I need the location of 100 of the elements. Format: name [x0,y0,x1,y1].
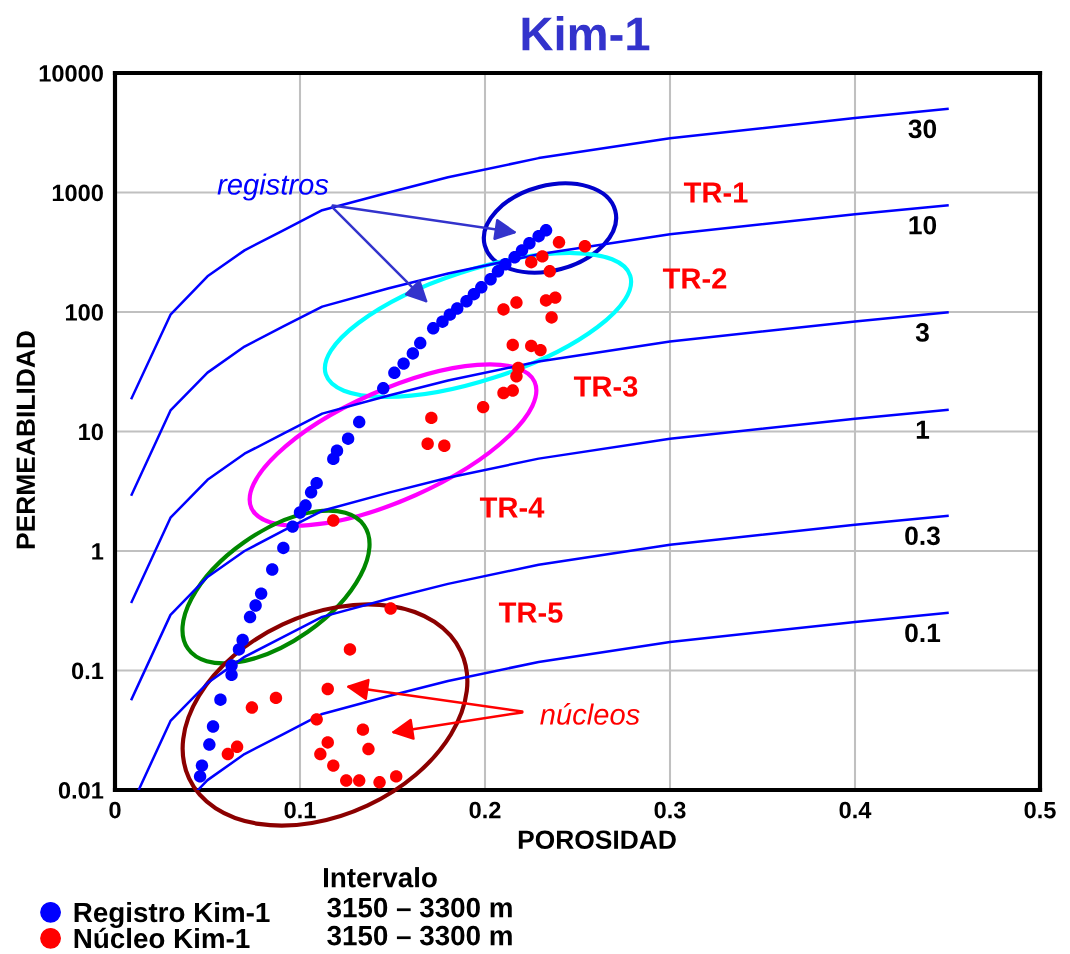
line-series [130,408,949,701]
point [532,229,545,243]
point [425,411,438,425]
point [476,400,490,414]
point [310,713,323,726]
line-series [130,204,949,496]
point [321,736,334,749]
x-tick-label: 0.4 [839,801,872,819]
point [536,250,549,263]
point [484,273,497,286]
point [343,643,357,656]
text: Intervalo [323,867,437,888]
series-label: 0.1 [905,623,941,643]
point [525,256,538,269]
point [388,366,401,379]
point [397,357,410,370]
point [230,740,244,753]
x-tick-label: 0.5 [1024,801,1056,819]
point [293,506,307,519]
point [373,776,386,789]
point [352,415,366,429]
point [225,668,238,682]
x-tick-label: 0 [109,801,121,819]
point [245,701,259,714]
text: 3150 – 3300 m [327,925,512,946]
point [327,514,340,527]
point [467,287,481,301]
point [384,602,397,615]
point [436,315,449,328]
point [340,774,353,787]
annotation: TR-2 [662,268,727,289]
point [327,759,340,772]
series-label: 10 [909,215,937,235]
point [543,265,556,278]
point [545,311,558,324]
series-label: 1 [916,420,930,439]
line-series [130,311,949,604]
x-tick-label: 0.3 [654,801,686,819]
point [356,723,370,736]
point [426,322,440,335]
point [314,747,327,761]
series-label: 3 [915,323,929,342]
point [421,437,434,450]
point [578,240,592,253]
legend-label: Registro Kim-1 [74,901,270,928]
chart-title: Kim-1 [522,15,650,51]
y-axis-title: PERMEABILIDAD [16,331,35,549]
point [508,251,521,264]
point [214,693,227,706]
annotation: TR-3 [573,376,638,397]
annotation: núcleos [540,703,640,725]
y-tick-label: 0.1 [72,662,104,680]
point [414,336,427,350]
annotation: TR-1 [683,182,748,203]
annotation: registros [217,173,329,201]
y-tick-label: 10000 [39,65,103,82]
y-tick-label: 0.01 [58,782,104,799]
point [221,747,235,761]
y-tick-label: 10 [79,423,103,441]
point [269,691,283,705]
point [506,338,519,352]
point [510,370,523,383]
point [327,452,340,466]
point [389,770,403,783]
x-tick-label: 0.2 [469,801,501,819]
y-tick-label: 1 [92,543,104,560]
point [341,432,355,445]
y-tick-label: 1000 [52,184,103,202]
y-tick-label: 100 [65,304,103,321]
point [539,294,553,307]
point [195,759,209,772]
point [352,774,366,787]
point [193,770,207,783]
point [203,738,216,751]
point [232,643,246,656]
point [377,382,390,395]
x-tick-label: 0.1 [284,801,316,819]
point [254,587,268,600]
point [277,541,290,555]
point [497,386,510,400]
line-series [130,107,949,400]
point [460,295,473,308]
point [534,343,547,357]
point [206,720,220,733]
annotation: TR-5 [498,602,563,623]
point [491,265,505,278]
point [304,486,318,499]
series-label: 30 [908,119,937,139]
point [362,742,375,756]
x-axis-title: POROSIDAD [518,830,676,850]
point [266,563,279,576]
point [243,610,257,624]
point [406,347,420,360]
point [249,599,262,612]
annotation: TR-4 [479,497,545,518]
legend-label: Núcleo Kim-1 [74,927,250,949]
point [286,520,299,533]
point [510,296,523,309]
text: 3150 – 3300 m [327,897,512,918]
point [321,682,334,696]
